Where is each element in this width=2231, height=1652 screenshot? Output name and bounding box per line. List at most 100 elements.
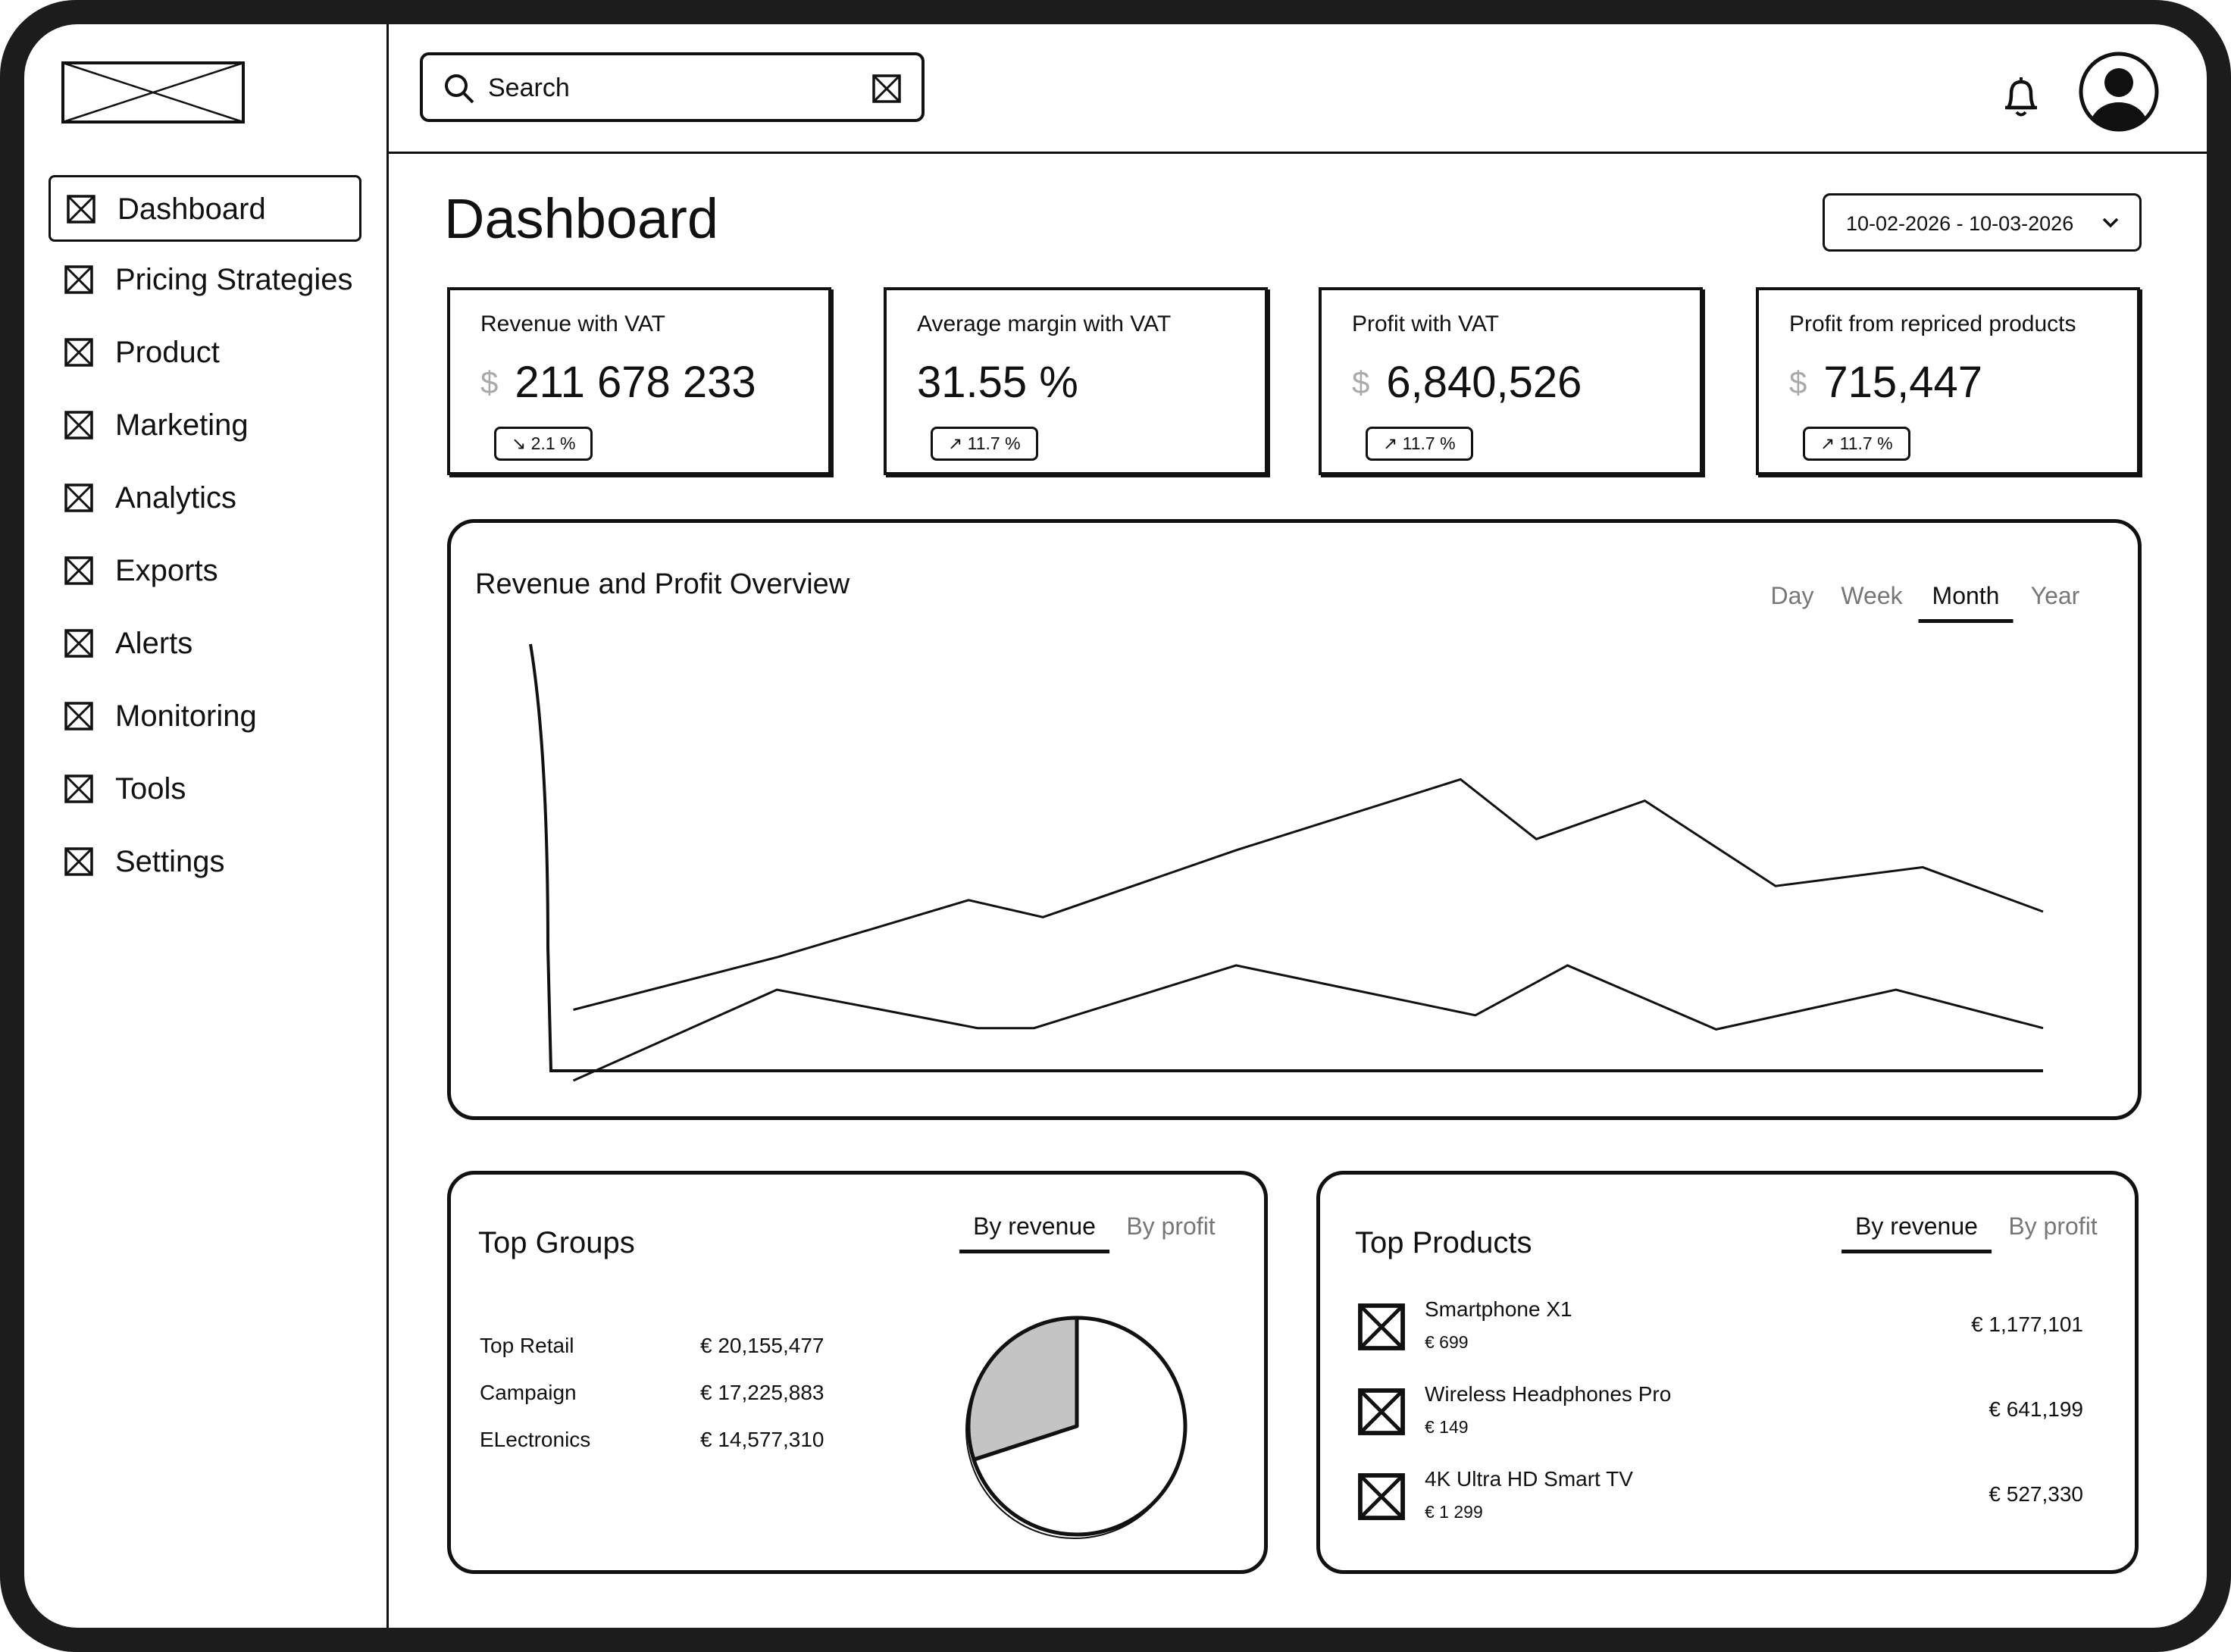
- group-name: Top Retail: [480, 1334, 574, 1357]
- nav-icon: [64, 483, 94, 513]
- nav-icon: [64, 264, 94, 295]
- panel-title: Top Groups: [478, 1226, 635, 1259]
- product-price: € 699: [1425, 1332, 1469, 1352]
- panel-title: Top Products: [1355, 1226, 1532, 1259]
- kpi-value: 6,840,526: [1386, 358, 1582, 407]
- kpi-change: ↘ 2.1 %: [494, 427, 593, 461]
- tab[interactable]: Week: [1841, 582, 1903, 609]
- top-products-panel: Top Products By revenue By profit Smartphon…: [1316, 1171, 2139, 1574]
- kpi-value-row: $211 678 233: [480, 357, 756, 408]
- kpi-card: Average margin with VAT 31.55 % ↗ 11.7 %: [884, 287, 1268, 475]
- tab[interactable]: Day: [1770, 582, 1814, 609]
- search-placeholder: Search: [488, 74, 570, 102]
- group-name: Campaign: [480, 1381, 577, 1404]
- line-chart: [529, 643, 2044, 1082]
- product-revenue: € 1,177,101: [1971, 1313, 2083, 1336]
- product-image: [1356, 1302, 1406, 1352]
- date-chevron: [2101, 215, 2120, 230]
- nav-icon: [64, 555, 94, 586]
- nav-label: Monitoring: [115, 699, 257, 733]
- search-clear[interactable]: [871, 74, 902, 104]
- kpi-value: 211 678 233: [515, 358, 756, 407]
- logo-placeholder: [61, 61, 245, 124]
- date-range-picker[interactable]: 10-02-2026 - 10-03-2026: [1823, 193, 2142, 252]
- pie-chart: [965, 1316, 1187, 1539]
- sidebar-divider: [386, 24, 389, 1628]
- nav-item[interactable]: Pricing Strategies: [48, 248, 361, 314]
- tab[interactable]: By revenue: [1841, 1212, 1992, 1253]
- user-avatar[interactable]: [2078, 51, 2160, 133]
- nav-icon: [66, 194, 96, 224]
- nav-icon: [64, 628, 94, 659]
- tab[interactable]: By profit: [1126, 1212, 1216, 1240]
- tab[interactable]: By profit: [2008, 1212, 2098, 1240]
- kpi-currency: $: [480, 364, 499, 400]
- product-image: [1356, 1387, 1406, 1437]
- nav-item[interactable]: Alerts: [48, 612, 361, 678]
- nav-item[interactable]: Product: [48, 321, 361, 387]
- tab[interactable]: By revenue: [959, 1212, 1109, 1253]
- nav-label: Alerts: [115, 627, 193, 660]
- nav-icon: [64, 774, 94, 804]
- group-name: ELectronics: [480, 1428, 591, 1451]
- kpi-label: Profit from repriced products: [1789, 311, 2076, 336]
- series-line: [573, 778, 2044, 1011]
- nav-icon: [64, 846, 94, 877]
- group-value: € 20,155,477: [700, 1334, 824, 1357]
- product-name: Smartphone X1: [1425, 1297, 1572, 1321]
- kpi-label: Revenue with VAT: [480, 311, 665, 336]
- nav-label: Marketing: [115, 408, 249, 442]
- search-box[interactable]: Search: [420, 52, 925, 122]
- kpi-card: Profit from repriced products $715,447 ↗ 1…: [1756, 287, 2140, 475]
- kpi-label: Average margin with VAT: [917, 311, 1172, 336]
- product-revenue: € 527,330: [1988, 1482, 2083, 1506]
- kpi-value: 715,447: [1823, 358, 1983, 407]
- series-line: [572, 964, 2044, 1082]
- product-price: € 1 299: [1425, 1502, 1483, 1522]
- nav-item[interactable]: Analytics: [48, 466, 361, 533]
- notifications-bell[interactable]: [2001, 74, 2042, 120]
- nav-item[interactable]: Monitoring: [48, 684, 361, 751]
- kpi-value-row: $715,447: [1789, 357, 1982, 408]
- kpi-change: ↗ 11.7 %: [1803, 427, 1910, 461]
- kpi-card: Profit with VAT $6,840,526 ↗ 11.7 %: [1319, 287, 1703, 475]
- kpi-value-row: 31.55 %: [917, 357, 1078, 408]
- nav-item[interactable]: Marketing: [48, 393, 361, 460]
- kpi-card: Revenue with VAT $211 678 233 ↘ 2.1 %: [447, 287, 831, 475]
- product-revenue: € 641,199: [1988, 1397, 2083, 1421]
- product-name: 4K Ultra HD Smart TV: [1425, 1467, 1633, 1491]
- nav-label: Pricing Strategies: [115, 263, 353, 296]
- axis: [529, 643, 2043, 1072]
- kpi-currency: $: [1789, 364, 1807, 400]
- tab[interactable]: Month: [1918, 582, 2014, 623]
- nav-icon: [64, 701, 94, 731]
- nav-icon: [64, 410, 94, 440]
- nav-item[interactable]: Exports: [48, 539, 361, 605]
- group-value: € 14,577,310: [700, 1428, 824, 1451]
- nav-icon: [64, 337, 94, 368]
- tab[interactable]: Year: [2030, 582, 2080, 609]
- nav-label: Analytics: [115, 481, 237, 515]
- search-icon: [443, 72, 476, 105]
- group-value: € 17,225,883: [700, 1381, 824, 1404]
- product-price: € 149: [1425, 1417, 1469, 1437]
- nav-label: Settings: [115, 845, 225, 878]
- date-range: 10-02-2026 - 10-03-2026: [1846, 212, 2074, 235]
- kpi-value: 31.55 %: [917, 358, 1078, 407]
- kpi-change: ↗ 11.7 %: [931, 427, 1038, 461]
- nav-item[interactable]: Dashboard: [48, 175, 361, 242]
- kpi-change: ↗ 11.7 %: [1366, 427, 1473, 461]
- kpi-label: Profit with VAT: [1352, 311, 1499, 336]
- pie-slice: [966, 1316, 1079, 1462]
- product-name: Wireless Headphones Pro: [1425, 1382, 1672, 1406]
- nav-label: Dashboard: [117, 192, 266, 226]
- nav-item[interactable]: Tools: [48, 757, 361, 824]
- topbar-divider: [388, 152, 2207, 154]
- nav-label: Tools: [115, 772, 186, 806]
- nav-item[interactable]: Settings: [48, 830, 361, 896]
- overview-panel: Revenue and Profit Overview Day Week Month Y…: [447, 519, 2142, 1120]
- panel-title: Revenue and Profit Overview: [475, 568, 850, 600]
- pie-slice: [972, 1316, 1187, 1537]
- nav-label: Exports: [115, 554, 218, 587]
